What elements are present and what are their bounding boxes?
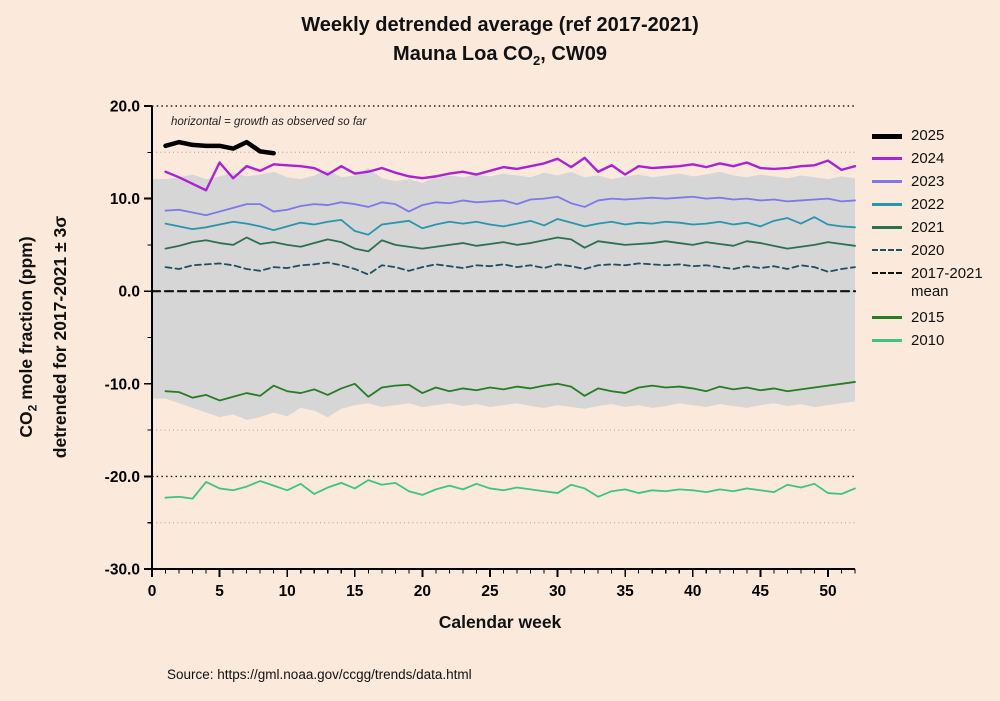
svg-text:20.0: 20.0 — [110, 99, 140, 116]
svg-text:5: 5 — [215, 583, 224, 600]
series-2025 — [163, 139, 276, 156]
series-2023-line — [164, 195, 856, 217]
source-note: Source: https://gml.noaa.gov/ccgg/trends… — [167, 667, 472, 682]
legend-item-2023: 2023 — [872, 173, 983, 191]
svg-text:45: 45 — [752, 583, 770, 600]
series-2022-line — [164, 216, 856, 236]
plot-area: 0 5 10 15 20 25 30 35 40 45 50 -30.0 -20.0 -10.0 0.0 10… — [105, 99, 857, 601]
legend-item-2017-2021: 2017-2021 mean — [872, 265, 983, 301]
ticks — [144, 105, 856, 577]
svg-text:-30.0: -30.0 — [105, 562, 140, 579]
svg-text:35: 35 — [617, 583, 635, 600]
series-2023 — [164, 195, 856, 217]
ylabel-co: CO — [16, 411, 36, 438]
legend-swatch — [872, 226, 902, 229]
legend: 2025 2024 2023 2022 2021 2020 2017-2021 mean 20… — [872, 127, 983, 355]
svg-text:10: 10 — [279, 583, 296, 600]
svg-text:30: 30 — [549, 583, 566, 600]
title-co-subscript: 2 — [533, 53, 541, 68]
tick-labels: 0 5 10 15 20 25 30 35 40 45 50 -30.0 -20.0 -10.0 0.0 10… — [105, 99, 837, 601]
svg-text:0: 0 — [148, 583, 157, 600]
series-2024-line — [164, 156, 857, 192]
legend-label: 2017-2021 mean — [911, 265, 983, 300]
svg-text:-10.0: -10.0 — [105, 376, 140, 393]
series-2021 — [164, 236, 856, 253]
y-axis-label: CO2 mole fraction (ppm) detrended for 20… — [13, 77, 70, 597]
series-2020 — [164, 261, 856, 276]
legend-swatch — [872, 339, 902, 342]
legend-swatch — [872, 157, 902, 160]
series-2010 — [164, 479, 856, 500]
legend-label: 2015 — [911, 309, 945, 326]
legend-label: 2020 — [911, 242, 945, 259]
title-co: Mauna Loa CO — [393, 43, 534, 65]
legend-item-2021: 2021 — [872, 219, 983, 237]
ylabel-co-subscript: 2 — [25, 404, 40, 412]
series-2020-line — [164, 261, 856, 276]
chart-title-line2: Mauna Loa CO2, CW09 — [0, 40, 1000, 75]
title-station: , CW09 — [540, 43, 607, 65]
legend-swatch — [872, 134, 902, 139]
svg-text:15: 15 — [346, 583, 364, 600]
svg-text:25: 25 — [481, 583, 499, 600]
legend-swatch — [872, 249, 902, 251]
series-2010-line — [164, 479, 856, 500]
legend-item-2024: 2024 — [872, 150, 983, 168]
svg-text:-20.0: -20.0 — [105, 469, 140, 486]
svg-text:20: 20 — [414, 583, 431, 600]
legend-label: 2024 — [911, 150, 945, 167]
svg-text:50: 50 — [819, 583, 836, 600]
legend-item-2015: 2015 — [872, 309, 983, 327]
legend-item-2010: 2010 — [872, 332, 983, 350]
legend-swatch — [872, 203, 902, 206]
legend-label: 2021 — [911, 219, 945, 236]
series-2015 — [164, 381, 856, 402]
series-2024 — [164, 156, 857, 192]
legend-item-2020: 2020 — [872, 242, 983, 260]
y-axis-label-line1: CO2 mole fraction (ppm) — [13, 77, 47, 597]
y-axis-label-line2: detrended for 2017-2021 ± 3σ — [49, 215, 70, 459]
series-2021-line — [164, 236, 856, 253]
svg-text:0.0: 0.0 — [118, 284, 140, 301]
svg-text:10.0: 10.0 — [110, 191, 140, 208]
legend-label: 2022 — [911, 196, 945, 213]
series-2025-line — [163, 139, 276, 156]
chart-title: Weekly detrended average (ref 2017-2021)… — [0, 11, 1000, 75]
x-axis-label: Calendar week — [438, 612, 562, 632]
series-2015-line — [164, 381, 856, 402]
sigma-band-polygon — [152, 168, 855, 420]
legend-label: 2023 — [911, 173, 945, 190]
annotation: horizontal = growth as observed so far — [171, 116, 367, 128]
legend-label: 2010 — [911, 332, 945, 349]
legend-swatch — [872, 316, 902, 319]
svg-text:40: 40 — [684, 583, 701, 600]
legend-swatch — [872, 180, 902, 183]
ylabel-rest: mole fraction (ppm) — [16, 236, 36, 405]
legend-label: 2025 — [911, 127, 945, 144]
chart-title-line1: Weekly detrended average (ref 2017-2021) — [301, 14, 699, 36]
legend-item-2022: 2022 — [872, 196, 983, 214]
legend-swatch — [872, 272, 902, 274]
series-2022 — [164, 216, 856, 236]
sigma-band — [152, 168, 855, 420]
legend-item-2025: 2025 — [872, 127, 983, 145]
